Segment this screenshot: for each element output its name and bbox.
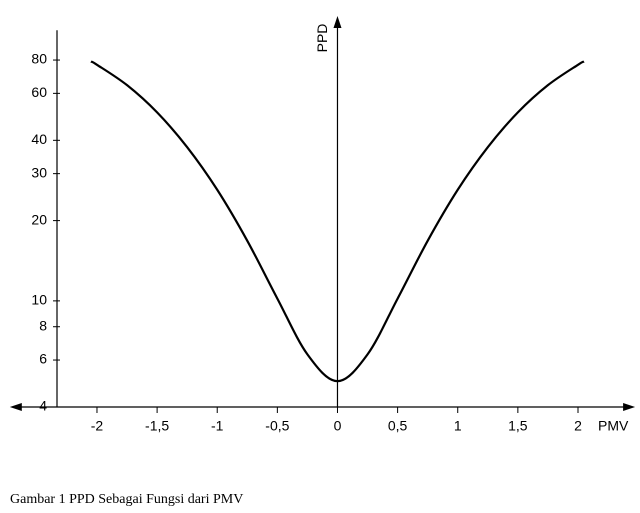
y-tick-label: 30 [31, 164, 47, 180]
x-tick-label: -1 [211, 418, 224, 434]
x-axis-arrow [623, 403, 636, 411]
y-tick-label: 10 [31, 292, 47, 308]
y-tick-label: 20 [31, 211, 47, 227]
x-tick-label: 0,5 [388, 418, 408, 434]
y-tick-label: 4 [39, 398, 47, 414]
x-tick-label: -0,5 [265, 418, 289, 434]
y-tick-label: 8 [39, 317, 47, 333]
curve [90, 60, 585, 383]
caption: Gambar 1 PPD Sebagai Fungsi dari PMV [10, 492, 243, 507]
y-tick-label: 80 [31, 51, 47, 67]
y-tick-label: 40 [31, 131, 47, 147]
y-axis-label: PPD [314, 24, 330, 53]
center-axis-arrow [333, 16, 342, 28]
x-tick-label: -2 [91, 418, 104, 434]
x-axis-label: PMV [598, 418, 629, 434]
x-tick-label: 2 [574, 418, 582, 434]
x-tick-label: 0 [334, 418, 342, 434]
x-tick-label: -1,5 [145, 418, 169, 434]
x-tick-label: 1,5 [508, 418, 528, 434]
y-tick-label: 6 [39, 351, 47, 367]
x-tick-label: 1 [454, 418, 462, 434]
y-tick-label: 60 [31, 84, 47, 100]
x-axis-arrow [9, 403, 22, 411]
